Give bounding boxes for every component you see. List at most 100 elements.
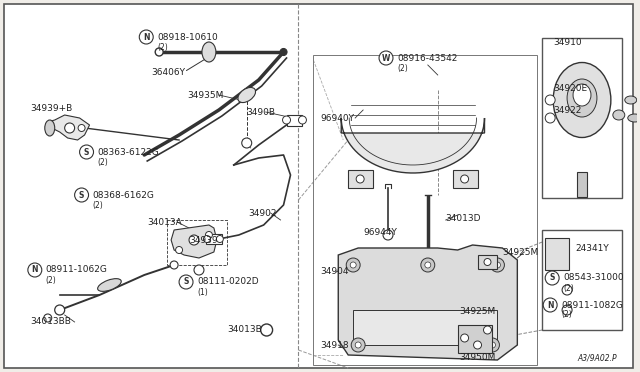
Text: (2): (2) [97,157,108,167]
Circle shape [543,298,557,312]
Bar [542,38,622,198]
Text: W: W [382,54,390,62]
Text: 34925M: 34925M [460,308,496,317]
Text: 08111-0202D: 08111-0202D [197,278,259,286]
Bar [206,234,222,244]
Circle shape [545,95,555,105]
Bar [477,255,497,269]
Text: 34910: 34910 [553,38,582,46]
Text: 34918: 34918 [321,340,349,350]
Text: 34925M: 34925M [502,247,539,257]
Text: S: S [550,273,555,282]
Text: A3/9A02.P: A3/9A02.P [577,353,617,362]
Text: 96940Y: 96940Y [321,113,355,122]
Polygon shape [341,118,484,173]
Circle shape [545,113,555,123]
Circle shape [461,175,468,183]
Circle shape [156,48,163,56]
Circle shape [75,188,88,202]
Circle shape [484,259,491,266]
Circle shape [490,258,504,272]
Text: (2): (2) [397,64,408,73]
Ellipse shape [553,62,611,138]
Circle shape [282,116,291,124]
Bar [314,55,537,365]
Text: (2): (2) [46,276,56,285]
Circle shape [242,138,252,148]
Circle shape [486,338,499,352]
Text: N: N [143,32,150,42]
Circle shape [260,324,273,336]
Text: 34013BB: 34013BB [30,317,71,327]
Text: (2): (2) [93,201,103,209]
Circle shape [562,285,572,295]
Circle shape [140,30,153,44]
Bar [314,55,587,360]
Ellipse shape [628,114,640,122]
Circle shape [490,342,495,348]
Circle shape [170,261,178,269]
Circle shape [179,275,193,289]
Text: S: S [84,148,89,157]
Bar [353,310,497,345]
Text: 34935M: 34935M [187,90,223,99]
Text: 24341Y: 24341Y [575,244,609,253]
Bar [545,238,569,270]
Text: 34902: 34902 [249,208,277,218]
Circle shape [298,116,307,124]
Text: 96944Y: 96944Y [363,228,397,237]
Circle shape [474,341,481,349]
Text: 34013D: 34013D [445,214,481,222]
Bar [287,115,303,126]
Circle shape [175,247,182,253]
Text: 08368-6162G: 08368-6162G [93,190,154,199]
Circle shape [346,258,360,272]
Ellipse shape [625,96,637,104]
Circle shape [205,231,212,238]
Text: (2): (2) [561,311,572,320]
Circle shape [28,263,42,277]
Bar [348,170,373,188]
Text: 34013B: 34013B [227,326,262,334]
Text: 34922: 34922 [553,106,582,115]
Polygon shape [339,245,517,360]
Circle shape [355,342,361,348]
Circle shape [383,230,393,240]
Circle shape [350,262,356,268]
Text: 34013A: 34013A [147,218,182,227]
Circle shape [204,235,211,243]
Text: 34904: 34904 [321,267,349,276]
Text: 08543-31000: 08543-31000 [563,273,624,282]
Circle shape [461,334,468,342]
Text: 3490B: 3490B [247,108,276,116]
Ellipse shape [567,79,597,117]
Text: 34939: 34939 [189,235,218,244]
Text: 08916-43542: 08916-43542 [397,54,458,62]
Circle shape [79,145,93,159]
Circle shape [280,48,287,55]
Circle shape [562,305,572,315]
Polygon shape [48,115,90,140]
Text: 36406Y: 36406Y [151,67,185,77]
Text: N: N [31,266,38,275]
Ellipse shape [45,120,54,136]
Circle shape [483,326,492,334]
Text: 34920E: 34920E [553,83,588,93]
Circle shape [194,265,204,275]
Circle shape [216,235,223,243]
Ellipse shape [613,110,625,120]
Circle shape [495,262,500,268]
Text: (2): (2) [563,283,574,292]
Bar [577,172,587,197]
Text: (2): (2) [157,42,168,51]
Bar [458,325,492,353]
Circle shape [65,123,75,133]
Text: 08918-10610: 08918-10610 [157,32,218,42]
Circle shape [356,175,364,183]
Text: 08911-1062G: 08911-1062G [46,266,108,275]
Polygon shape [171,225,217,258]
Text: S: S [79,190,84,199]
Circle shape [189,235,199,245]
Circle shape [54,305,65,315]
Bar [542,230,622,330]
